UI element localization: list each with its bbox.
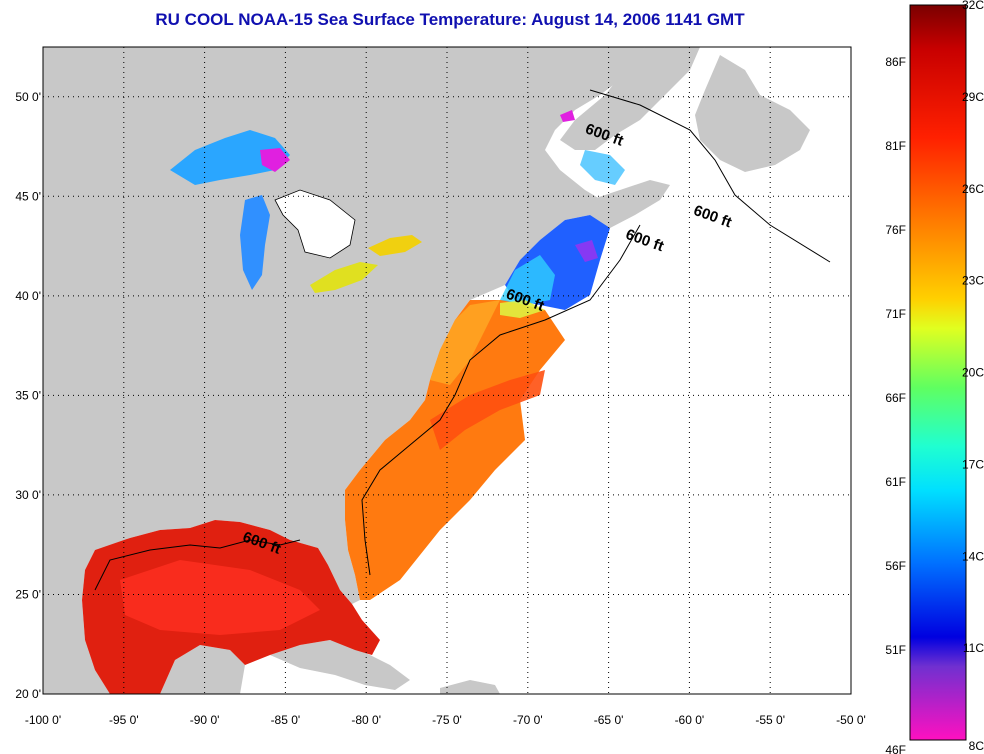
gulf-warm-core [120,560,320,635]
colorbar-c-label: 32C [962,0,984,12]
lon-tick-label: -55 0' [755,713,785,727]
colorbar-c-label: 8C [969,739,984,753]
colorbar-f-label: 61F [885,475,906,489]
newfoundland-land [695,55,810,172]
lat-tick-label: 45 0' [15,189,41,203]
cuba-land [270,640,410,690]
gulf-st-lawrence-sst [580,150,625,185]
lon-tick-label: -95 0' [109,713,139,727]
colorbar-celsius-labels: 32C 29C 26C 23C 20C 17C 14C 11C 8C [962,0,984,753]
lake-ontario [368,235,422,256]
mid-atlantic-shelf [430,300,500,385]
colorbar [909,4,967,741]
isobath-600ft-line [94,89,831,591]
colorbar-f-label: 51F [885,643,906,657]
st-lawrence-magenta [560,110,575,122]
lake-michigan [240,195,270,290]
colorbar-c-label: 20C [962,366,984,380]
lat-tick-label: 25 0' [15,587,41,601]
colorbar-f-label: 66F [885,391,906,405]
colorbar-f-label: 81F [885,139,906,153]
lon-tick-label: -80 0' [351,713,381,727]
lat-tick-label: 30 0' [15,488,41,502]
lake-superior [170,130,290,185]
colorbar-c-label: 23C [962,274,984,288]
lake-huron [274,189,356,259]
map-title: RU COOL NOAA-15 Sea Surface Temperature:… [155,10,745,29]
lat-tick-label: 40 0' [15,289,41,303]
colorbar-c-label: 29C [962,90,984,104]
colorbar-c-label: 26C [962,182,984,196]
lon-tick-label: -90 0' [190,713,220,727]
gulf-of-maine-yellow [500,300,545,318]
colorbar-f-label: 46F [885,743,906,754]
colorbar-fahrenheit-labels: 86F 81F 76F 71F 66F 61F 56F 51F 46F [885,55,906,754]
lon-tick-label: -60 0' [675,713,705,727]
lake-superior-magenta [260,148,290,172]
hispaniola-land [440,680,500,694]
lon-tick-label: -50 0' [836,713,866,727]
colorbar-f-label: 71F [885,307,906,321]
lon-tick-label: -100 0' [25,713,61,727]
lon-tick-label: -85 0' [271,713,301,727]
colorbar-f-label: 76F [885,223,906,237]
colorbar-c-label: 11C [963,641,984,655]
north-america-land [43,47,645,694]
yucatan-land [160,645,245,694]
lat-tick-label: 35 0' [15,388,41,402]
map-frame [42,46,852,695]
latitude-labels: 50 0' 45 0' 40 0' 35 0' 30 0' 25 0' 20 0' [15,90,41,701]
colorbar-f-label: 86F [885,55,906,69]
colorbar-c-label: 17C [962,457,984,471]
lon-tick-label: -75 0' [432,713,462,727]
colorbar-c-label: 14C [962,549,984,563]
atlantic-shelf-sst [345,300,565,600]
longitude-labels: -100 0' -95 0' -90 0' -85 0' -80 0' -75 0' -70… [25,713,866,727]
lon-tick-label: -65 0' [594,713,624,727]
gulf-stream-core [430,370,545,450]
gulf-of-maine-cyan [500,255,555,305]
lat-tick-label: 20 0' [15,687,41,701]
colorbar-f-label: 56F [885,559,906,573]
lake-erie [310,262,378,293]
maritimes-land [560,47,700,150]
bay-of-fundy-violet [575,240,598,262]
nova-scotia-land [590,180,670,228]
lat-tick-label: 50 0' [15,90,41,104]
lon-tick-label: -70 0' [513,713,543,727]
